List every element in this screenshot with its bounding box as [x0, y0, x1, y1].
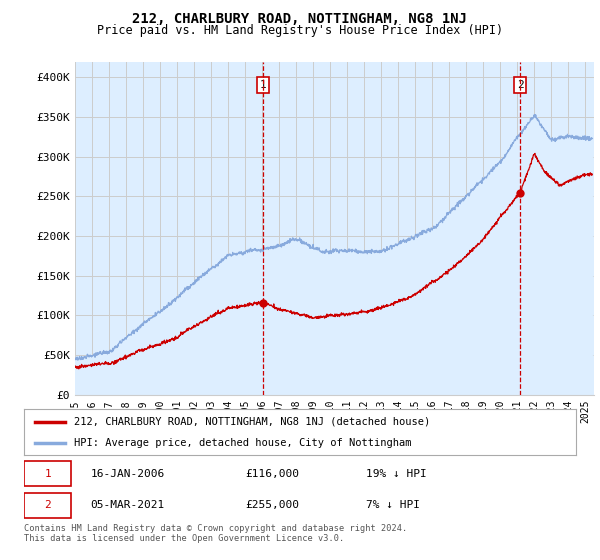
Text: 212, CHARLBURY ROAD, NOTTINGHAM, NG8 1NJ (detached house): 212, CHARLBURY ROAD, NOTTINGHAM, NG8 1NJ…	[74, 417, 430, 427]
Text: 1: 1	[44, 469, 51, 479]
Text: 212, CHARLBURY ROAD, NOTTINGHAM, NG8 1NJ: 212, CHARLBURY ROAD, NOTTINGHAM, NG8 1NJ	[133, 12, 467, 26]
Text: 16-JAN-2006: 16-JAN-2006	[90, 469, 164, 479]
Text: Price paid vs. HM Land Registry's House Price Index (HPI): Price paid vs. HM Land Registry's House …	[97, 24, 503, 37]
Text: £255,000: £255,000	[245, 500, 299, 510]
Text: 2: 2	[44, 500, 51, 510]
Text: HPI: Average price, detached house, City of Nottingham: HPI: Average price, detached house, City…	[74, 438, 411, 448]
FancyBboxPatch shape	[24, 461, 71, 486]
Text: £116,000: £116,000	[245, 469, 299, 479]
Text: Contains HM Land Registry data © Crown copyright and database right 2024.
This d: Contains HM Land Registry data © Crown c…	[24, 524, 407, 543]
FancyBboxPatch shape	[24, 493, 71, 517]
Text: 2: 2	[517, 80, 524, 90]
Text: 7% ↓ HPI: 7% ↓ HPI	[366, 500, 420, 510]
Text: 1: 1	[259, 80, 266, 90]
Text: 19% ↓ HPI: 19% ↓ HPI	[366, 469, 427, 479]
Text: 05-MAR-2021: 05-MAR-2021	[90, 500, 164, 510]
